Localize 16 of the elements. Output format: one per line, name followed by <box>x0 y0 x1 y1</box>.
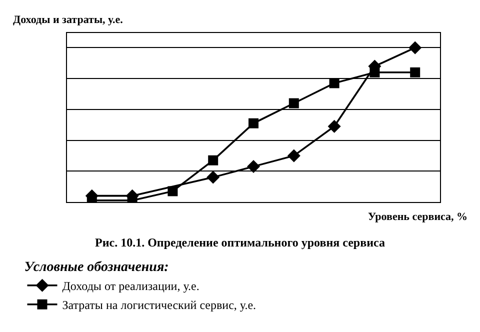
point <box>328 120 341 133</box>
point <box>208 155 218 166</box>
point <box>206 170 220 184</box>
point <box>408 41 422 54</box>
legend-label: Доходы от реализации, у.е. <box>62 279 200 294</box>
point <box>287 149 300 162</box>
legend-label: Затраты на логистический сервис, у.е. <box>62 298 256 312</box>
point <box>288 98 299 108</box>
legend-title: Условные обозначения: <box>24 260 169 275</box>
point <box>247 160 260 174</box>
x-axis-title: Уровень сервиса, % <box>368 211 468 223</box>
point <box>248 118 258 128</box>
point <box>410 67 420 78</box>
text: Рис. 10.1. Определение оптимального уровня сервиса <box>95 236 385 250</box>
y-axis-title: Доходы и затраты, у.е. <box>13 14 124 26</box>
point <box>329 78 340 88</box>
